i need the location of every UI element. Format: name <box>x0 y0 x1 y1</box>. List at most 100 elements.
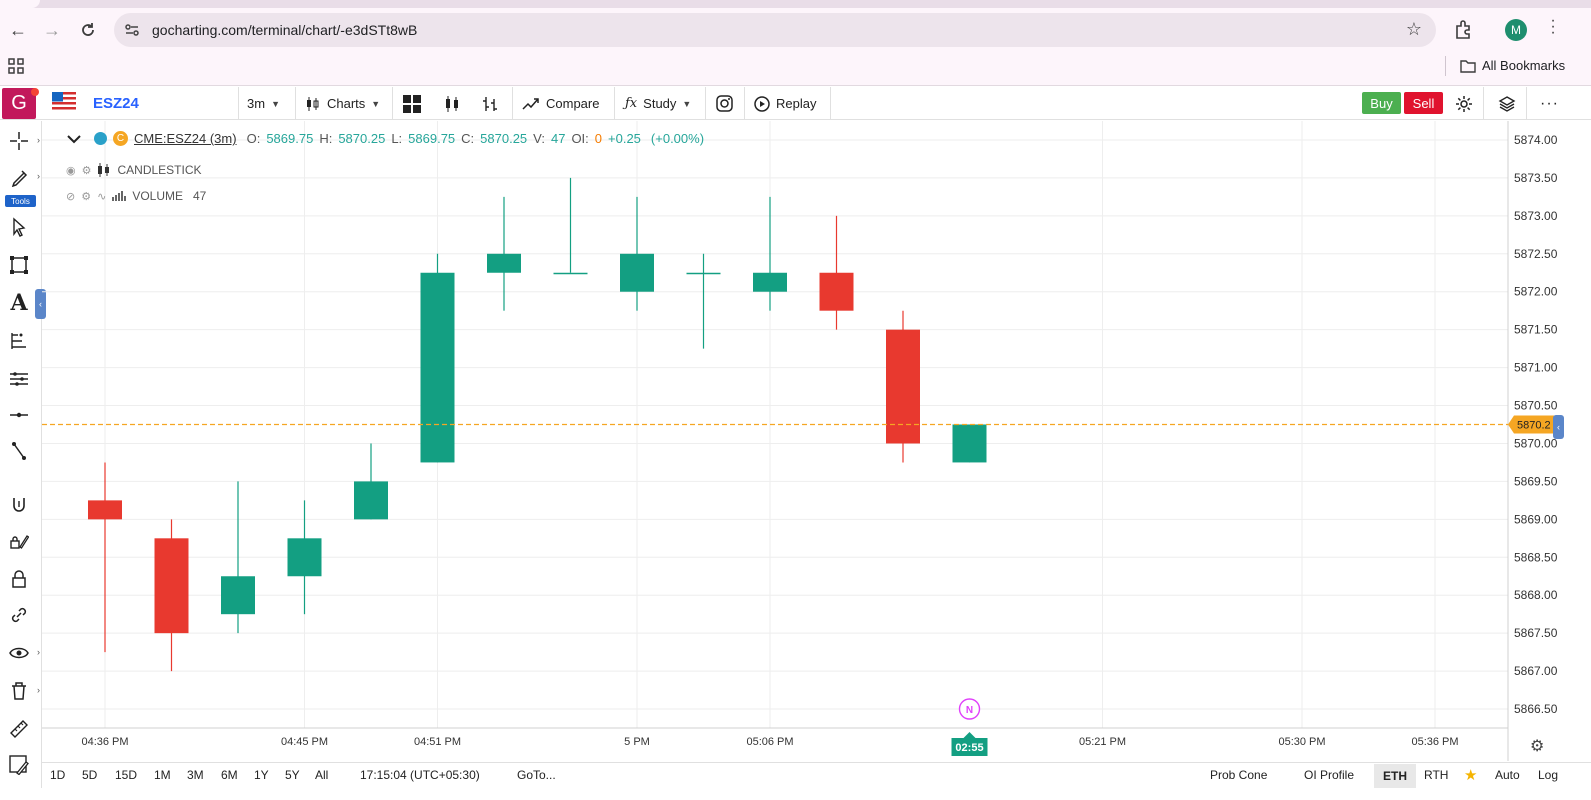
gear-icon[interactable]: ⚙ <box>81 190 92 203</box>
all-bookmarks[interactable]: All Bookmarks <box>1460 58 1565 73</box>
oi-profile-button[interactable]: OI Profile <box>1304 768 1355 782</box>
fib-tool[interactable] <box>4 327 34 355</box>
compare-label: Compare <box>546 96 600 111</box>
app-logo[interactable]: G <box>2 88 36 119</box>
chart-settings-gear-icon[interactable]: ⚙ <box>1530 738 1545 755</box>
ruler-icon <box>10 720 28 738</box>
coin-icon: C <box>113 131 128 146</box>
log-scale-toggle[interactable]: Log <box>1538 768 1559 782</box>
delete-tool[interactable]: › <box>4 677 40 705</box>
legend-oi-label: OI: <box>571 131 589 146</box>
profile-avatar[interactable]: M <box>1505 19 1527 41</box>
browser-menu-icon[interactable]: · · · <box>1550 12 1556 41</box>
legend-open: 5869.75 <box>266 131 314 146</box>
forward-icon[interactable]: → <box>43 19 61 40</box>
object-tree-tool[interactable] <box>4 751 34 779</box>
range-15d[interactable]: 15D <box>115 768 138 782</box>
snapshot-button[interactable] <box>716 87 733 120</box>
range-6m[interactable]: 6M <box>221 768 238 782</box>
charts-menu[interactable]: Charts ▼ <box>305 87 380 120</box>
trendline-tool[interactable] <box>4 437 34 465</box>
favorite-star-icon[interactable]: ★ <box>1464 767 1478 784</box>
study-volume[interactable]: ⊘ ⚙ ∿ VOLUME 47 <box>66 189 206 203</box>
last-price-label: 5870.2 <box>1517 420 1551 432</box>
gear-icon[interactable]: ⚙ <box>81 164 92 177</box>
collapse-chevron-icon[interactable] <box>66 134 82 144</box>
more-options-icon[interactable]: ··· <box>1540 94 1559 112</box>
time-tick-label: 5 PM <box>624 736 650 748</box>
legend-oi: 0 <box>594 131 603 146</box>
candle-type-button[interactable] <box>444 87 460 120</box>
link-tool[interactable] <box>4 601 34 629</box>
settings-button[interactable] <box>1455 87 1473 120</box>
symbol-name[interactable]: ESZ24 <box>93 95 139 112</box>
interval-selector[interactable]: 3m ▼ <box>247 87 280 120</box>
price-scale-handle[interactable]: ‹ <box>1553 415 1564 439</box>
rth-toggle[interactable]: RTH <box>1424 768 1449 782</box>
toolbar-separator <box>238 87 239 120</box>
legend-o-label: O: <box>246 131 261 146</box>
range-5d[interactable]: 5D <box>82 768 98 782</box>
price-chart[interactable]: 5874.00 5873.50 5873.00 5872.50 5872.00 5871.… <box>42 121 1591 761</box>
range-1d[interactable]: 1D <box>50 768 66 782</box>
toolbar-separator <box>744 87 745 120</box>
eye-off-icon[interactable]: ⊘ <box>66 190 76 203</box>
compare-button[interactable]: Compare <box>522 87 599 120</box>
bookmark-star-icon[interactable]: ☆ <box>1405 19 1422 39</box>
url-text[interactable]: gocharting.com/terminal/chart/-e3dSTt8wB <box>152 22 418 38</box>
magnet-icon <box>13 498 25 512</box>
time-tick-label: 04:51 PM <box>414 736 461 748</box>
collapse-toolbar-handle[interactable]: ‹ <box>35 289 46 319</box>
candles-icon <box>446 95 458 112</box>
eye-icon[interactable]: ◉ <box>66 164 76 177</box>
crosshair-tool[interactable]: › <box>4 127 40 155</box>
lock-draw-tool[interactable] <box>4 527 34 555</box>
back-icon[interactable]: ← <box>9 19 27 40</box>
visibility-tool[interactable]: › <box>4 639 40 667</box>
cursor-tool[interactable] <box>4 213 34 241</box>
rectangle-tool[interactable] <box>4 251 34 279</box>
clock-time[interactable]: 17:15:04 (UTC+05:30) <box>360 768 480 782</box>
range-3m[interactable]: 3M <box>187 768 204 782</box>
study-candlestick[interactable]: ◉ ⚙ CANDLESTICK <box>66 162 202 178</box>
auto-scale-toggle[interactable]: Auto <box>1495 768 1520 782</box>
range-all[interactable]: All <box>315 768 329 782</box>
goto-button[interactable]: GoTo... <box>517 768 556 782</box>
text-tool-icon[interactable]: A <box>10 290 28 316</box>
horizontal-line-icon <box>10 412 28 418</box>
apps-grid-icon[interactable] <box>8 58 24 74</box>
price-tick-label: 5868.50 <box>1514 550 1558 564</box>
ruler-tool[interactable] <box>4 715 34 743</box>
range-1m[interactable]: 1M <box>154 768 171 782</box>
buy-button[interactable]: Buy <box>1362 92 1401 114</box>
time-tick-label: 04:36 PM <box>81 736 128 748</box>
trendline-icon <box>12 442 26 460</box>
legend-symbol[interactable]: CME:ESZ24 (3m) <box>134 131 237 146</box>
replay-button[interactable]: Replay <box>754 87 816 120</box>
price-tick-label: 5866.50 <box>1514 702 1558 716</box>
study-menu[interactable]: ƒx Study ▼ <box>625 87 691 120</box>
lock-tool[interactable] <box>4 565 34 593</box>
horizontal-line-tool[interactable] <box>4 401 34 429</box>
reload-icon[interactable] <box>76 18 100 42</box>
toolbar-separator <box>512 87 513 120</box>
layout-button[interactable] <box>403 87 421 120</box>
layers-button[interactable] <box>1498 87 1516 120</box>
pencil-tool[interactable]: › <box>4 163 40 191</box>
layout-grid-icon <box>403 94 421 113</box>
legend-change: +0.25 <box>608 131 641 146</box>
site-info-icon[interactable] <box>124 22 140 38</box>
bar-type-button[interactable] <box>482 87 500 120</box>
legend-change-pct: (+0.00%) <box>650 131 705 146</box>
extensions-icon[interactable] <box>1452 18 1474 40</box>
prob-cone-button[interactable]: Prob Cone <box>1210 768 1268 782</box>
address-bar[interactable]: gocharting.com/terminal/chart/-e3dSTt8wB… <box>114 13 1436 47</box>
eth-toggle[interactable]: ETH <box>1374 764 1416 788</box>
range-1y[interactable]: 1Y <box>254 768 269 782</box>
pitchfork-tool[interactable] <box>4 365 34 393</box>
candle-body <box>487 253 521 273</box>
chart-area[interactable]: 5874.00 5873.50 5873.00 5872.50 5872.00 5871.… <box>42 121 1591 761</box>
sell-button[interactable]: Sell <box>1404 92 1443 114</box>
magnet-tool[interactable] <box>4 491 34 519</box>
range-5y[interactable]: 5Y <box>285 768 300 782</box>
